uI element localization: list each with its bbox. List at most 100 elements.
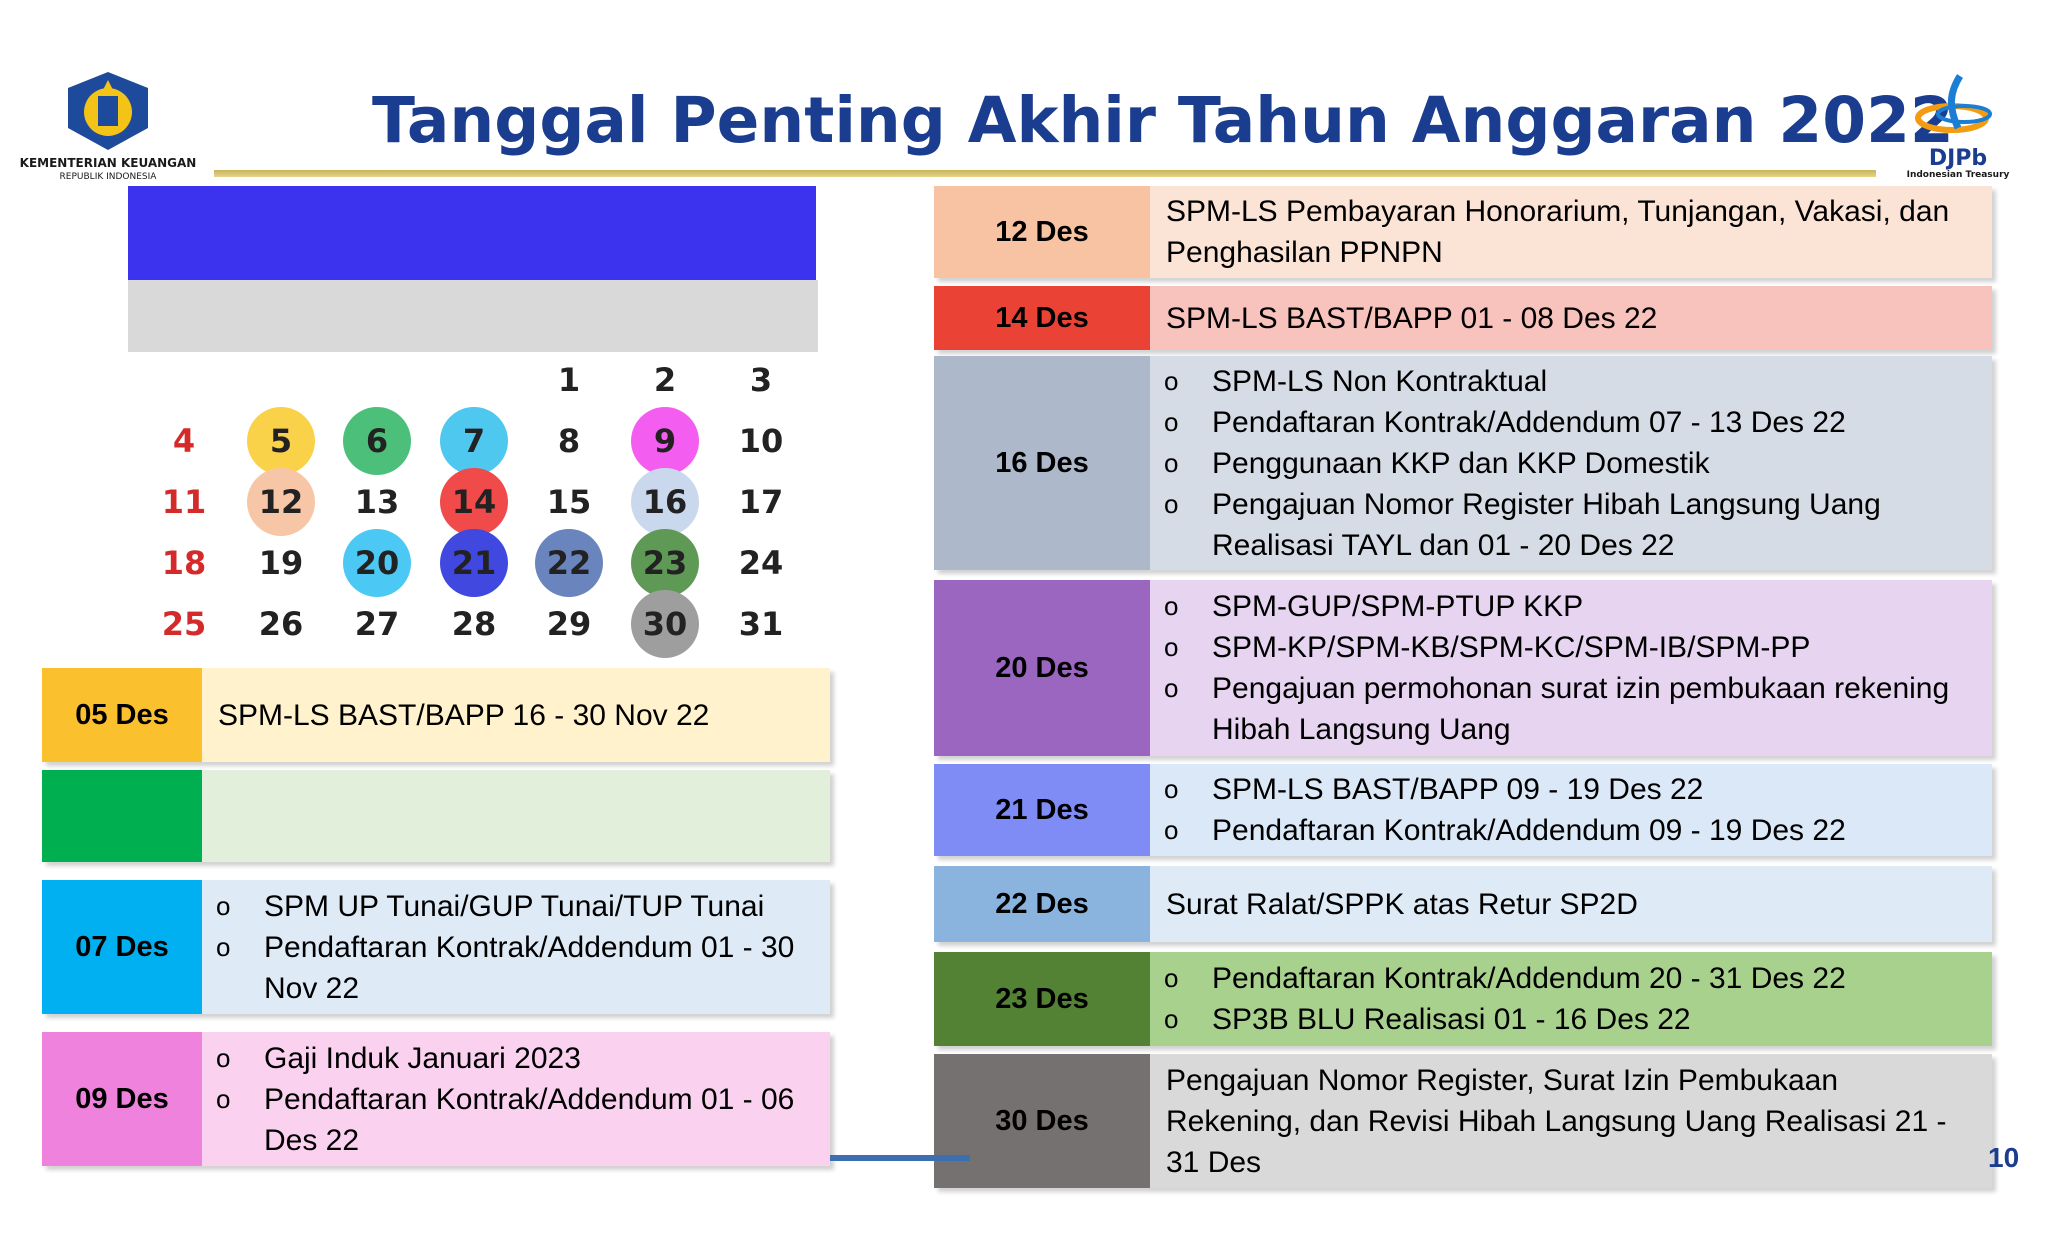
bullet-text: SPM UP Tunai/GUP Tunai/TUP Tunai xyxy=(264,889,765,923)
calendar-day: 31 xyxy=(738,605,784,643)
bullet-icon: o xyxy=(1164,447,1179,478)
schedule-date: 07 Des xyxy=(42,880,202,1014)
calendar-day: 21 xyxy=(440,529,508,597)
schedule-content: o SPM-LS BAST/BAPP 09 - 19 Des 22 o Pendaft… xyxy=(1150,764,1992,856)
bullet-icon: o xyxy=(1164,365,1179,396)
calendar-day: 2 xyxy=(653,361,677,399)
djpb-label: DJPb xyxy=(1928,146,1988,171)
schedule-date: 16 Des xyxy=(934,356,1150,570)
calendar-day: 22 xyxy=(535,529,603,597)
calendar-day: 3 xyxy=(749,361,773,399)
bullet-icon: o xyxy=(216,931,231,962)
djpb-emblem-icon xyxy=(1915,74,1992,133)
page-title: Tanggal Penting Akhir Tahun Anggaran 202… xyxy=(372,84,1954,157)
bullet-icon: o xyxy=(1164,963,1179,993)
bullet-icon: o xyxy=(1164,815,1179,845)
calendar-day: 8 xyxy=(557,422,581,460)
schedule-row: 30 Des Pengajuan Nomor Register, Surat Iz… xyxy=(934,1054,1992,1188)
schedule-content: o SPM-GUP/SPM-PTUP KKP o SPM-KP/SPM-KB/SPM-… xyxy=(1150,580,1992,756)
schedule-content: SPM-LS Pembayaran Honorarium, Tunjangan,… xyxy=(1150,186,1992,278)
bullet-text: Pendaftaran Kontrak/Addendum 01 - 06 Des… xyxy=(264,1082,795,1157)
schedule-row: 14 Des SPM-LS BAST/BAPP 01 - 08 Des 22 xyxy=(934,286,1992,350)
bullet-text: Pengajuan permohonan surat izin pembukaa… xyxy=(1212,672,1950,746)
calendar-day: 13 xyxy=(354,483,400,521)
kemenkeu-sublabel: REPUBLIK INDONESIA xyxy=(59,172,157,182)
bullet-text: Pendaftaran Kontrak/Addendum 09 - 19 Des… xyxy=(1212,814,1846,847)
schedule-text: Surat Ralat/SPPK atas Retur SP2D xyxy=(1166,887,1638,921)
calendar-day: 11 xyxy=(161,483,207,521)
schedule-row: 07 Des o SPM UP Tunai/GUP Tunai/TUP Tunai o… xyxy=(42,880,830,1014)
page-number: 10 xyxy=(1988,1142,2020,1173)
calendar-day: 5 xyxy=(247,407,315,475)
bullet-item: o Pendaftaran Kontrak/Addendum 07 - 13 De… xyxy=(1164,402,1978,443)
calendar-day: 14 xyxy=(440,468,508,536)
bullet-item: o SPM-KP/SPM-KB/SPM-KC/SPM-IB/SPM-PP xyxy=(1164,627,1978,668)
bullet-icon: o xyxy=(216,1042,231,1073)
calendar-header xyxy=(128,186,816,280)
calendar-day: 23 xyxy=(631,529,699,597)
schedule-text: SPM-LS BAST/BAPP 16 - 30 Nov 22 xyxy=(218,698,710,732)
schedule-date: 05 Des xyxy=(42,668,202,762)
schedule-row: 16 Des o SPM-LS Non Kontraktual o Pendaftara… xyxy=(934,356,1992,570)
bullet-item: o Gaji Induk Januari 2023 xyxy=(216,1038,816,1079)
bullet-text: Penggunaan KKP dan KKP Domestik xyxy=(1212,446,1710,480)
schedule-date: 21 Des xyxy=(934,764,1150,856)
calendar-day: 20 xyxy=(343,529,411,597)
schedule-content: o SPM UP Tunai/GUP Tunai/TUP Tunai o Pendaf… xyxy=(202,880,830,1014)
bullet-item: o Penggunaan KKP dan KKP Domestik xyxy=(1164,443,1978,484)
title-underline xyxy=(214,170,1876,177)
schedule-content: o Pendaftaran Kontrak/Addendum 20 - 31 De… xyxy=(1150,952,1992,1046)
calendar-weekday-bar xyxy=(128,280,818,352)
schedule-content: o Gaji Induk Januari 2023 o Pendaftaran Kon… xyxy=(202,1032,830,1166)
calendar-day: 6 xyxy=(343,407,411,475)
calendar-day: 7 xyxy=(440,407,508,475)
calendar-day: 19 xyxy=(258,544,304,582)
bullet-icon: o xyxy=(1164,591,1179,621)
bullet-icon: o xyxy=(1164,632,1179,662)
bullet-text: Pendaftaran Kontrak/Addendum 01 - 30 Nov… xyxy=(264,930,795,1005)
schedule-text: SPM-LS BAST/BAPP 01 - 08 Des 22 xyxy=(1166,301,1658,335)
schedule-row: 22 Des Surat Ralat/SPPK atas Retur SP2D xyxy=(934,866,1992,942)
schedule-content: Surat Ralat/SPPK atas Retur SP2D xyxy=(1150,866,1992,942)
bullet-text: SPM-LS BAST/BAPP 09 - 19 Des 22 xyxy=(1212,773,1704,806)
bullet-icon: o xyxy=(1164,673,1179,703)
calendar-day: 29 xyxy=(546,605,592,643)
schedule-date: 12 Des xyxy=(934,186,1150,278)
schedule-row: 21 Des o SPM-LS BAST/BAPP 09 - 19 Des 22 o P… xyxy=(934,764,1992,856)
bullet-text: SPM-LS Non Kontraktual xyxy=(1212,364,1548,398)
bullet-icon: o xyxy=(216,1083,231,1114)
schedule-date: 14 Des xyxy=(934,286,1150,350)
schedule-date: 09 Des xyxy=(42,1032,202,1166)
calendar-day: 30 xyxy=(631,590,699,658)
bullet-icon: o xyxy=(216,890,231,921)
bullet-item: o SPM-LS BAST/BAPP 09 - 19 Des 22 xyxy=(1164,769,1978,810)
kemenkeu-logo: KEMENTERIAN KEUANGAN REPUBLIK INDONESIA xyxy=(18,70,198,185)
schedule-row: 23 Des o Pendaftaran Kontrak/Addendum 20 -… xyxy=(934,952,1992,1046)
calendar-day: 24 xyxy=(738,544,784,582)
schedule-text: Pengajuan Nomor Register, Surat Izin Pem… xyxy=(1166,1063,1947,1179)
schedule-row: 20 Des o SPM-GUP/SPM-PTUP KKP o SPM-KP/SPM-K… xyxy=(934,580,1992,756)
calendar-day: 4 xyxy=(172,422,196,460)
schedule-date xyxy=(42,770,202,862)
calendar-day: 12 xyxy=(247,468,315,536)
kemenkeu-label: KEMENTERIAN KEUANGAN xyxy=(19,156,197,170)
bullet-icon: o xyxy=(1164,488,1179,519)
schedule-date: 30 Des xyxy=(934,1054,1150,1188)
schedule-text: SPM-LS Pembayaran Honorarium, Tunjangan,… xyxy=(1166,195,1950,269)
calendar-day: 18 xyxy=(161,544,207,582)
bullet-text: Gaji Induk Januari 2023 xyxy=(264,1041,581,1075)
bullet-text: SPM-GUP/SPM-PTUP KKP xyxy=(1212,590,1584,623)
bullet-item: o SPM-GUP/SPM-PTUP KKP xyxy=(1164,586,1978,627)
schedule-date: 20 Des xyxy=(934,580,1150,756)
schedule-row xyxy=(42,770,830,862)
bullet-item: o Pendaftaran Kontrak/Addendum 01 - 06 De… xyxy=(216,1079,816,1161)
schedule-row: 09 Des o Gaji Induk Januari 2023 o Pendaftar… xyxy=(42,1032,830,1166)
schedule-date: 23 Des xyxy=(934,952,1150,1046)
calendar-day: 25 xyxy=(161,605,207,643)
bullet-item: o Pengajuan Nomor Register Hibah Langsung… xyxy=(1164,484,1978,566)
schedule-content: o SPM-LS Non Kontraktual o Pendaftaran Kont… xyxy=(1150,356,1992,570)
schedule-content xyxy=(202,770,830,862)
calendar-day: 1 xyxy=(557,361,581,399)
schedule-row: 05 Des SPM-LS BAST/BAPP 16 - 30 Nov 22 xyxy=(42,668,830,762)
bullet-icon: o xyxy=(1164,1004,1179,1034)
